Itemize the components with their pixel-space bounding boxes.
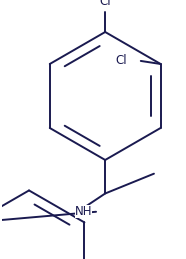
- Text: NH: NH: [75, 205, 92, 218]
- Text: Cl: Cl: [116, 54, 127, 67]
- Text: Cl: Cl: [99, 0, 111, 8]
